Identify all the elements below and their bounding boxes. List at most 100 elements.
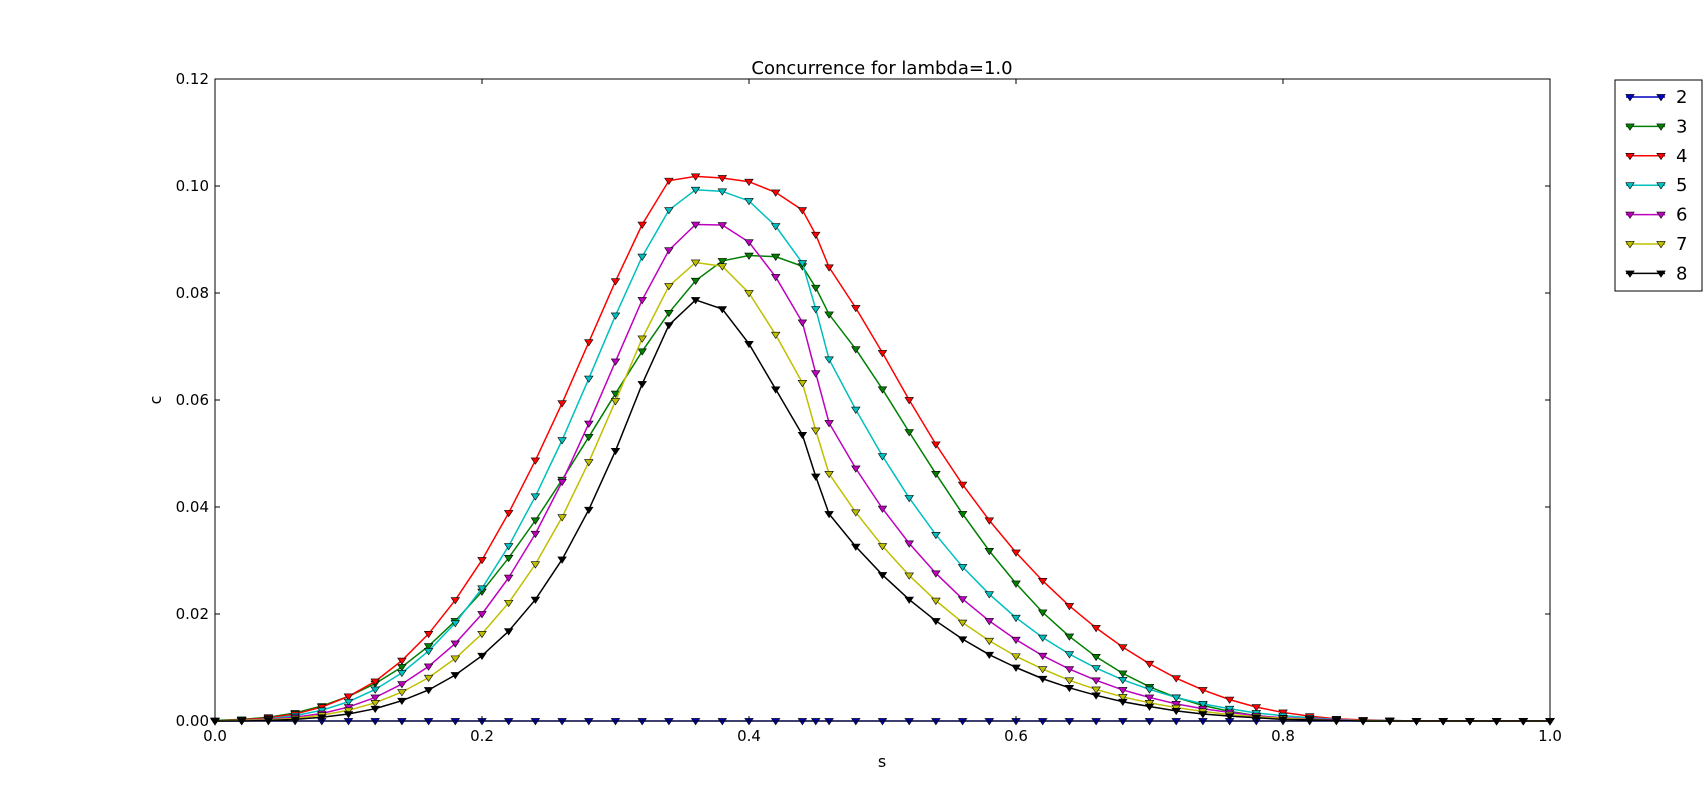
series-8-point xyxy=(690,297,701,305)
series-7-point xyxy=(503,599,514,608)
y-tick-label: 0.10 xyxy=(176,177,209,195)
series-7-point xyxy=(1064,677,1075,685)
series-2-point xyxy=(931,718,941,726)
series-8-point xyxy=(317,714,327,722)
legend-entry-3: 3 xyxy=(1625,116,1687,137)
series-3-point xyxy=(717,258,728,266)
series-7-line xyxy=(214,261,1550,722)
series-4-point xyxy=(1037,578,1048,586)
series-8-point xyxy=(1518,718,1529,726)
series-2-point xyxy=(824,718,834,726)
series-6-point xyxy=(477,611,487,619)
series-6-point xyxy=(931,570,941,578)
series-8-point xyxy=(343,711,354,719)
series-4-point xyxy=(503,510,514,518)
x-axis-label: s xyxy=(878,752,886,771)
series-4-point xyxy=(851,305,861,313)
series-7-point xyxy=(851,509,861,517)
series-5-point xyxy=(1144,686,1155,694)
series-2-point xyxy=(1064,718,1075,726)
series-5-point xyxy=(503,543,514,551)
series-6-point xyxy=(503,574,514,582)
series-3-line xyxy=(214,254,1550,722)
x-tick-label: 0.6 xyxy=(1004,727,1028,745)
series-5-point xyxy=(423,648,434,656)
legend-label: 8 xyxy=(1676,263,1687,284)
series-8-point xyxy=(1198,711,1208,719)
series-2-point xyxy=(370,718,380,726)
series-6-point xyxy=(450,640,461,648)
series-8-point xyxy=(557,556,567,564)
series-4-line xyxy=(214,175,1550,722)
series-3-point xyxy=(1118,670,1128,678)
legend-marker xyxy=(1656,211,1666,219)
series-layer xyxy=(210,173,1555,726)
series-5-point xyxy=(1118,676,1128,685)
series-5-point xyxy=(957,564,968,572)
series-4-point xyxy=(1064,603,1075,611)
series-3-point xyxy=(904,429,914,437)
series-5-point xyxy=(931,531,941,540)
series-7-point xyxy=(1037,666,1048,674)
series-5 xyxy=(210,186,1555,726)
series-8-point xyxy=(1144,703,1155,711)
series-4-point xyxy=(1198,687,1208,695)
series-4-point xyxy=(877,350,888,358)
series-7-point xyxy=(690,259,701,267)
legend-label: 4 xyxy=(1676,146,1687,167)
series-6-point xyxy=(370,694,380,702)
series-3 xyxy=(210,252,1555,726)
series-4-point xyxy=(957,481,968,489)
y-tick-label: 0.00 xyxy=(176,712,209,730)
series-3-point xyxy=(664,309,674,318)
series-5-point xyxy=(810,306,821,314)
series-4-point xyxy=(984,517,995,525)
series-8-point xyxy=(877,572,888,580)
legend-marker xyxy=(1656,241,1666,249)
series-5-point xyxy=(397,670,407,678)
series-2-point xyxy=(664,718,674,726)
series-7-point xyxy=(797,380,808,388)
series-8-point xyxy=(1118,698,1128,707)
series-8-line xyxy=(215,299,1550,722)
series-5-point xyxy=(1198,701,1208,709)
series-8-point xyxy=(1465,718,1475,726)
series-3-point xyxy=(423,643,434,651)
y-tick-label: 0.08 xyxy=(176,284,209,302)
series-4-point xyxy=(530,457,541,465)
series-8-point xyxy=(1224,713,1235,721)
series-3-point xyxy=(957,511,968,519)
series-6-point xyxy=(530,530,541,539)
series-6-point xyxy=(957,596,968,604)
series-6-point xyxy=(810,370,821,378)
series-4-point xyxy=(584,339,594,347)
series-5-point xyxy=(530,493,541,501)
series-7-point xyxy=(824,471,834,479)
series-3-point xyxy=(1091,653,1101,662)
series-8-point xyxy=(610,448,621,456)
series-5-point xyxy=(584,375,594,383)
series-5-point xyxy=(744,198,754,206)
series-2-point xyxy=(610,718,621,726)
series-5-point xyxy=(477,585,487,593)
series-5-point xyxy=(557,437,567,445)
series-6-point xyxy=(397,681,407,689)
series-5-point xyxy=(610,312,621,320)
series-8-point xyxy=(530,596,541,604)
series-4 xyxy=(210,173,1555,726)
legend-entry-5: 5 xyxy=(1625,175,1687,196)
series-4-point xyxy=(477,557,487,565)
legend-marker xyxy=(1625,123,1635,131)
series-4-point xyxy=(904,397,914,405)
legend-marker xyxy=(1656,270,1666,278)
series-5-point xyxy=(717,188,728,196)
series-6-point xyxy=(717,222,728,230)
series-6-point xyxy=(984,618,995,626)
series-4-point xyxy=(1011,549,1021,557)
series-5-point xyxy=(797,260,808,268)
series-3-point xyxy=(610,390,621,398)
series-5-point xyxy=(1171,694,1181,702)
series-2-point xyxy=(397,718,407,726)
series-2-point xyxy=(770,718,781,726)
